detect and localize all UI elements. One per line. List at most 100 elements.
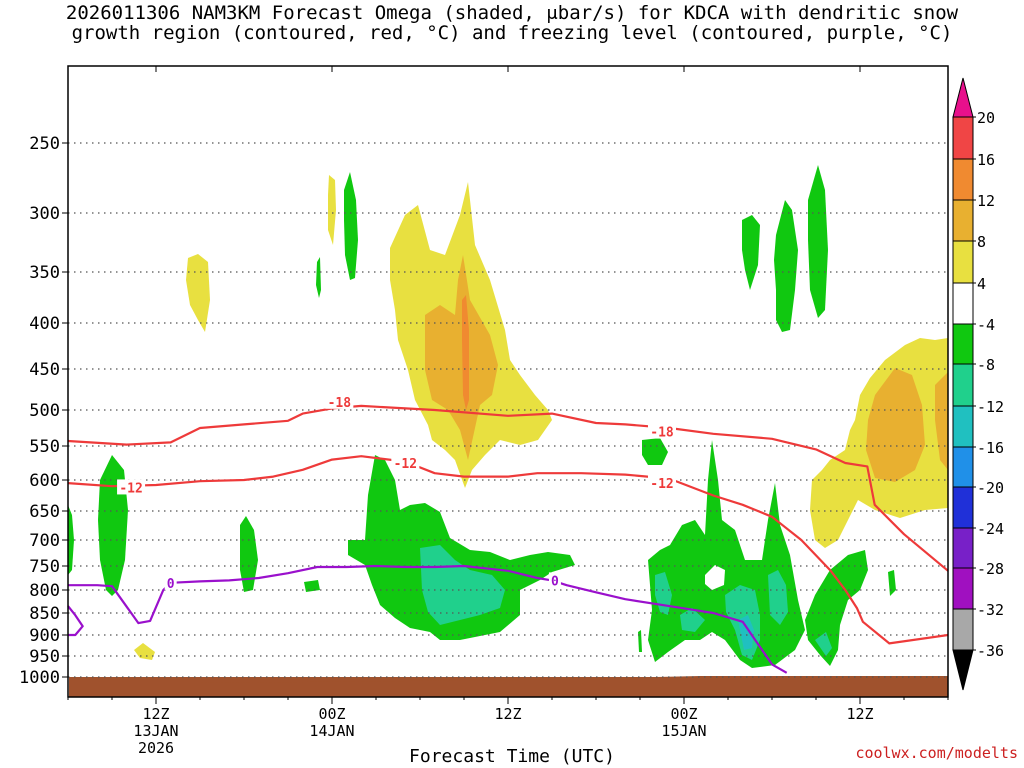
x-tick-label: 2026 — [138, 739, 174, 757]
colorbar-triangle-bottom — [952, 649, 974, 691]
omega-shade-negative-left — [304, 580, 320, 592]
x-tick-label: 12Z — [494, 705, 521, 723]
colorbar-tick-label: 16 — [977, 151, 995, 169]
colorbar-tick-label: -20 — [977, 479, 1004, 497]
omega-shade-negative-right — [768, 570, 788, 625]
colorbar-tick-label: -8 — [977, 356, 995, 374]
omega-shade-negative-right-hole — [705, 565, 725, 590]
omega-shade-negative-central — [348, 455, 575, 640]
contour-line — [67, 404, 949, 572]
colorbar: 20 16 12 8 4 -4 -8 -12 -16 -20 -24 -28 -32 -36 — [952, 77, 1004, 691]
contour-label-bg — [325, 393, 354, 409]
colorbar-segment — [952, 446, 974, 488]
omega-shade-positive-upper-peak — [462, 295, 469, 410]
omega-shade-negative-left — [240, 516, 258, 592]
contour-label: -18 — [328, 396, 352, 411]
x-axis-label: Forecast Time (UTC) — [409, 746, 615, 767]
chart-axes: 2503003504004505005506006507007508008509… — [19, 66, 949, 757]
x-tick-label: 00Z — [318, 705, 345, 723]
colorbar-tick-label: -24 — [977, 520, 1004, 538]
omega-shade-negative-right-core2 — [738, 615, 754, 650]
contour-line — [67, 605, 84, 637]
y-tick-label: 500 — [29, 401, 60, 421]
y-tick-label: 700 — [29, 531, 60, 551]
omega-shade-negative-left — [98, 455, 128, 596]
y-tick-label: 450 — [29, 360, 60, 380]
omega-shade-negative-right — [638, 630, 642, 652]
contour-label-bg — [391, 455, 420, 470]
x-tick-label: 13JAN — [133, 722, 178, 740]
chart-title-line1: 2026011306 NAM3KM Forecast Omega (shaded… — [65, 2, 959, 24]
colorbar-segment — [952, 608, 974, 651]
omega-shade-negative-right-core — [815, 632, 832, 656]
contour-label: 0 — [551, 574, 559, 589]
y-tick-label: 650 — [29, 502, 60, 522]
y-tick-label: 1000 — [19, 668, 60, 688]
omega-shade-negative-right — [888, 570, 896, 596]
omega-shade-positive-upper-core — [425, 255, 498, 460]
colorbar-tick-label: 20 — [977, 109, 995, 127]
x-tick-label: 15JAN — [661, 722, 706, 740]
contour-label-bg — [164, 574, 177, 590]
y-tick-label: 750 — [29, 557, 60, 577]
colorbar-tick-label: 8 — [977, 233, 986, 251]
y-tick-label: 900 — [29, 626, 60, 646]
y-tick-label: 550 — [29, 437, 60, 457]
x-tick-label: 14JAN — [309, 722, 354, 740]
contour-label-bg — [548, 572, 561, 588]
omega-shade-negative-central-core — [420, 545, 505, 625]
colorbar-tick-label: -16 — [977, 439, 1004, 457]
y-tick-label: 850 — [29, 604, 60, 624]
contour-label-bg — [648, 423, 676, 439]
x-tick-label: 00Z — [670, 705, 697, 723]
contour-label: 0 — [167, 577, 175, 592]
credit-link[interactable]: coolwx.com/modelts — [855, 744, 1018, 762]
omega-shade-positive-blob — [134, 643, 155, 660]
omega-shade-positive-blob — [328, 175, 336, 245]
colorbar-tick-label: -12 — [977, 398, 1004, 416]
omega-shade-negative-blob — [344, 172, 358, 280]
omega-shade-negative-blob — [808, 165, 828, 318]
colorbar-segment — [952, 199, 974, 242]
x-tick-label: 12Z — [846, 705, 873, 723]
colorbar-segment — [952, 567, 974, 610]
omega-shade-negative-right-core — [680, 608, 705, 632]
y-tick-label: 600 — [29, 471, 60, 491]
temperature-contours: -18 -18 -12 -12 -12 0 0 — [67, 393, 949, 674]
colorbar-segment — [952, 405, 974, 448]
omega-shade-negative-right — [648, 440, 805, 668]
colorbar-segment — [952, 323, 974, 365]
omega-shade-positive-right-core — [866, 368, 925, 482]
colorbar-tick-label: -32 — [977, 601, 1004, 619]
y-tick-label: 350 — [29, 263, 60, 283]
colorbar-segment — [952, 240, 974, 284]
ground-terrain-rise — [69, 676, 948, 697]
contour-label: -12 — [394, 457, 417, 472]
colorbar-segment — [952, 282, 974, 325]
omega-shade-positive-blob — [186, 254, 210, 332]
chart-title-line2: growth region (contoured, red, °C) and f… — [71, 22, 953, 44]
y-tick-label: 300 — [29, 204, 60, 224]
colorbar-segment — [952, 158, 974, 201]
x-tick-label: 12Z — [142, 705, 169, 723]
colorbar-tick-label: 12 — [977, 192, 995, 210]
contour-label: -12 — [119, 481, 142, 496]
y-tick-label: 800 — [29, 581, 60, 601]
contour-line — [67, 455, 949, 645]
omega-shade-negative-blob — [774, 200, 798, 332]
colorbar-triangle-top — [952, 77, 974, 118]
omega-shade-negative-blob — [642, 438, 668, 465]
contour-label: -18 — [650, 426, 674, 441]
omega-shade-negative-right — [805, 550, 868, 666]
contour-label-bg — [648, 475, 676, 491]
colorbar-tick-label: -4 — [977, 316, 995, 334]
contour-line — [68, 564, 788, 674]
y-tick-label: 250 — [29, 134, 60, 154]
colorbar-segment — [952, 527, 974, 569]
omega-shade-negative-left — [68, 505, 74, 575]
plot-border — [67, 65, 949, 698]
contour-label-bg — [117, 479, 146, 495]
omega-shading — [68, 165, 948, 668]
colorbar-segment — [952, 116, 974, 160]
